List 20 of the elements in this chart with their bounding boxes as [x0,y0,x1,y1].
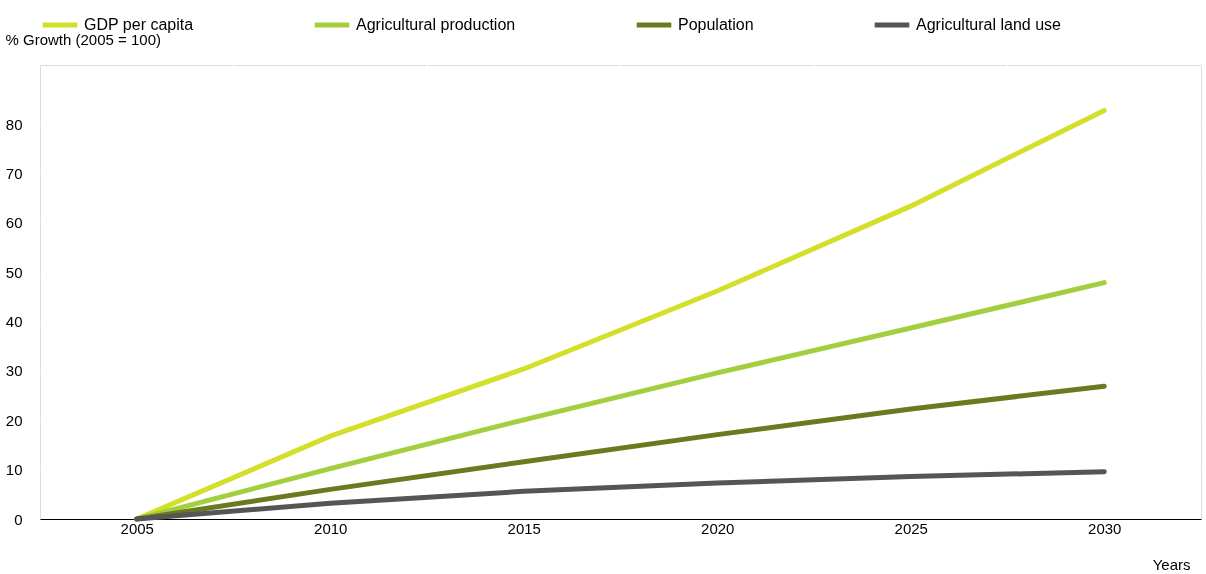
y-tick-label: 40 [5,313,23,331]
legend-label: Population [678,16,754,33]
y-tick-label: 70 [5,165,23,183]
x-tick-label: 2015 [507,519,541,537]
y-tick-label: 50 [5,263,23,281]
x-tick-label: 2030 [1088,519,1122,537]
legend-label: Agricultural land use [916,16,1062,33]
x-axis-title: Years [1152,555,1191,573]
x-tick-label: 2025 [894,519,928,537]
x-tick-label: 2010 [314,519,348,537]
y-tick-label: 20 [5,411,23,429]
legend-label: Agricultural production [356,16,516,33]
y-tick-label: 60 [5,214,23,232]
y-tick-label: 0 [14,510,23,528]
y-tick-label: 30 [5,362,23,380]
y-tick-label: 10 [5,461,23,479]
x-tick-label: 2020 [701,519,735,537]
y-tick-label: 80 [5,115,23,133]
x-tick-label: 2005 [120,519,154,537]
legend-label: GDP per capita [84,16,194,33]
